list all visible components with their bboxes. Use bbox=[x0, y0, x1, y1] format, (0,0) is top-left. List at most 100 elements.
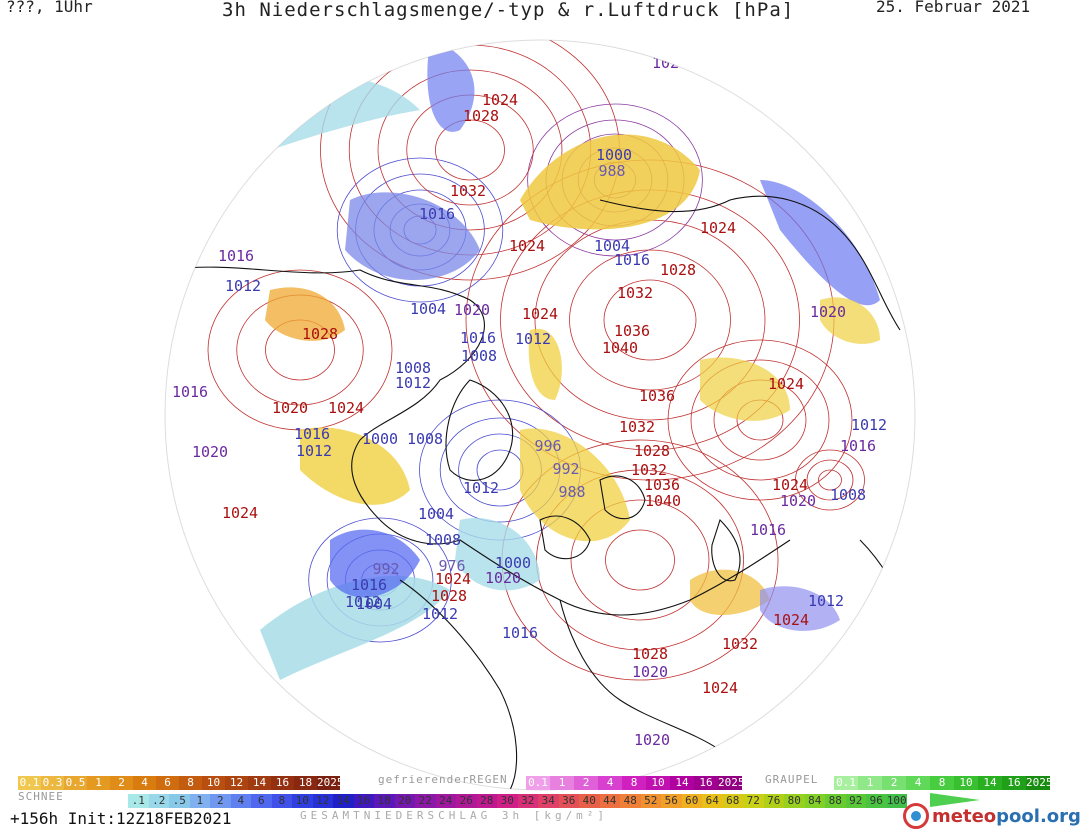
pressure-label: 1012 bbox=[296, 442, 332, 460]
legend-swatch: 16 bbox=[271, 776, 294, 790]
pressure-label: 1028 bbox=[632, 645, 668, 663]
legend-freezing-rain: 0.1 1 2 4 8 10 14 16 2025+ bbox=[526, 776, 751, 790]
legend-total-precip: .1.2.5 1 2 4 6 8 10 12 14 16 18 20 22 24 26 28 30 32 34 36 4… bbox=[128, 794, 907, 808]
legend-swatch: 14 bbox=[333, 794, 354, 808]
pressure-label: 1036 bbox=[644, 476, 680, 494]
legend-swatch: 34 bbox=[538, 794, 559, 808]
pressure-label: 1016 bbox=[750, 521, 786, 539]
precip-area bbox=[528, 328, 562, 400]
precip-area bbox=[520, 428, 630, 542]
pressure-label: 1012 bbox=[515, 330, 551, 348]
pressure-label: 1040 bbox=[602, 339, 638, 357]
pressure-label: 1024 bbox=[702, 679, 738, 697]
pressure-label: 1016 bbox=[460, 329, 496, 347]
pressure-label: 1024 bbox=[522, 305, 558, 323]
pressure-label: 1012 bbox=[225, 277, 261, 295]
legend-swatch: 2 bbox=[574, 776, 598, 790]
pressure-label: 1004 bbox=[410, 300, 446, 318]
precip-area bbox=[820, 297, 880, 344]
legend-swatch: 8 bbox=[179, 776, 202, 790]
pressure-label: 1000 bbox=[495, 554, 531, 572]
legend-swatch: 92 bbox=[845, 794, 866, 808]
precipitation-areas bbox=[240, 40, 880, 680]
pressure-label: 1020 bbox=[632, 663, 668, 681]
precip-area bbox=[345, 192, 480, 280]
precip-area bbox=[760, 180, 880, 306]
legend-swatch: 0.5 bbox=[64, 776, 87, 790]
legend-swatch: 44 bbox=[599, 794, 620, 808]
legend-snow: 0.1 0.3 0.5 1 2 4 6 8 10 12 14 16 18 2025+ bbox=[18, 776, 351, 790]
legend-swatch: 24 bbox=[435, 794, 456, 808]
isobar bbox=[605, 529, 675, 591]
pressure-label: 992 bbox=[372, 560, 399, 578]
pressure-label: 1020 bbox=[780, 492, 816, 510]
legend-swatch: 8 bbox=[271, 794, 292, 808]
pressure-label: 1012 bbox=[345, 593, 381, 611]
legend-swatch: 6 bbox=[156, 776, 179, 790]
legend-swatch: 68 bbox=[722, 794, 743, 808]
pressure-label: 1020 bbox=[367, 53, 403, 71]
pressure-label: 1012 bbox=[395, 374, 431, 392]
legend-swatch: 14 bbox=[248, 776, 271, 790]
pressure-label: 1020 bbox=[485, 569, 521, 587]
legend-swatch: 1 bbox=[550, 776, 574, 790]
isobar bbox=[806, 459, 854, 501]
legend-swatch: 1 bbox=[189, 794, 210, 808]
pressure-label: 1024 bbox=[482, 91, 518, 109]
legend-swatch: 30 bbox=[497, 794, 518, 808]
legend-swatch: 16 bbox=[1002, 776, 1026, 790]
pressure-label: 1004 bbox=[356, 595, 392, 613]
legend-graupel: 0.1 1 2 4 8 10 14 16 2025+ bbox=[834, 776, 1059, 790]
pressure-label: 1012 bbox=[463, 479, 499, 497]
legend-swatch: 64 bbox=[702, 794, 723, 808]
legend-swatch: 76 bbox=[763, 794, 784, 808]
legend-swatch: 84 bbox=[804, 794, 825, 808]
pressure-label: 1028 bbox=[660, 261, 696, 279]
pressure-label: 1028 bbox=[431, 587, 467, 605]
legend-swatch: 18 bbox=[374, 794, 395, 808]
legend-swatch: 4 bbox=[598, 776, 622, 790]
legend-swatch: 1 bbox=[87, 776, 110, 790]
pressure-label: 1024 bbox=[328, 399, 364, 417]
pressure-label: 1028 bbox=[302, 325, 338, 343]
legend-swatch: 100 bbox=[886, 794, 907, 808]
pressure-label: 1032 bbox=[617, 284, 653, 302]
legend-swatch: 32 bbox=[517, 794, 538, 808]
precip-area bbox=[265, 287, 345, 341]
legend-swatch: 36 bbox=[558, 794, 579, 808]
pressure-label: 1008 bbox=[461, 347, 497, 365]
legend-swatch: 88 bbox=[825, 794, 846, 808]
legend-swatch: 60 bbox=[681, 794, 702, 808]
legend-total-caption: GESAMTNIEDERSCHLAG 3h [kg/m²] bbox=[300, 809, 609, 822]
isobar bbox=[435, 119, 505, 181]
legend-swatch: 0.3 bbox=[41, 776, 64, 790]
pressure-label: 1032 bbox=[450, 182, 486, 200]
legend-swatch: .1 bbox=[128, 794, 149, 808]
legend-arrow-icon bbox=[930, 793, 980, 807]
pressure-label: 988 bbox=[558, 483, 585, 501]
legend-swatch: 10 bbox=[202, 776, 225, 790]
legend-swatch: 2 bbox=[210, 794, 231, 808]
legend-swatch: 14 bbox=[670, 776, 694, 790]
precip-area bbox=[520, 134, 700, 230]
header-run-info: ???, 1Uhr bbox=[6, 0, 93, 16]
isobar bbox=[569, 249, 731, 391]
pressure-label: 1024 bbox=[435, 570, 471, 588]
legend-swatch: 80 bbox=[784, 794, 805, 808]
legend-snow-caption: SCHNEE bbox=[18, 790, 64, 803]
legend-swatch: 16 bbox=[694, 776, 718, 790]
precip-area bbox=[690, 569, 770, 615]
legend-swatch: 48 bbox=[620, 794, 641, 808]
legend-swatch: 2025+ bbox=[317, 776, 351, 790]
legend-swatch: 12 bbox=[225, 776, 248, 790]
pressure-label: 1020 bbox=[810, 303, 846, 321]
pressure-label: 1032 bbox=[722, 635, 758, 653]
precip-area bbox=[330, 529, 420, 598]
pressure-label: 1036 bbox=[614, 322, 650, 340]
pressure-label: 1004 bbox=[594, 237, 630, 255]
pressure-label: 1020 bbox=[634, 731, 670, 749]
isobar bbox=[570, 499, 710, 621]
pressure-label: 1016 bbox=[614, 251, 650, 269]
pressure-label: 1016 bbox=[218, 247, 254, 265]
precip-area bbox=[760, 586, 840, 631]
